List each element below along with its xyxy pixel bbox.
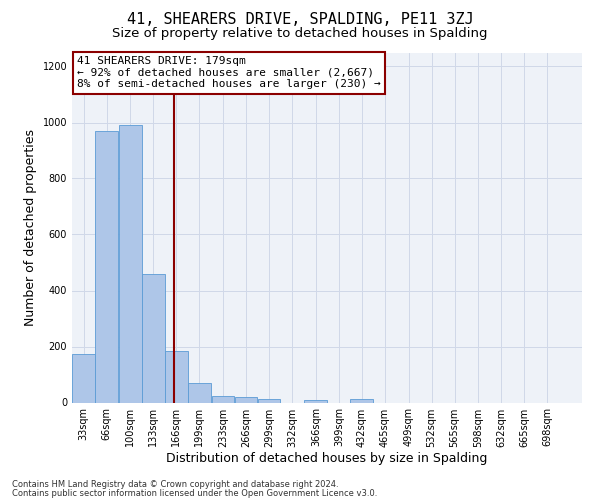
- Bar: [212, 396, 235, 402]
- Text: 41 SHEARERS DRIVE: 179sqm
← 92% of detached houses are smaller (2,667)
8% of sem: 41 SHEARERS DRIVE: 179sqm ← 92% of detac…: [77, 56, 381, 89]
- Bar: [142, 274, 164, 402]
- Bar: [72, 354, 95, 403]
- Bar: [188, 383, 211, 402]
- Bar: [235, 398, 257, 402]
- Bar: [350, 399, 373, 402]
- Bar: [165, 350, 188, 403]
- Text: Contains public sector information licensed under the Open Government Licence v3: Contains public sector information licen…: [12, 490, 377, 498]
- Text: 41, SHEARERS DRIVE, SPALDING, PE11 3ZJ: 41, SHEARERS DRIVE, SPALDING, PE11 3ZJ: [127, 12, 473, 28]
- Bar: [95, 131, 118, 402]
- Text: Contains HM Land Registry data © Crown copyright and database right 2024.: Contains HM Land Registry data © Crown c…: [12, 480, 338, 489]
- Bar: [304, 400, 327, 402]
- Y-axis label: Number of detached properties: Number of detached properties: [24, 129, 37, 326]
- X-axis label: Distribution of detached houses by size in Spalding: Distribution of detached houses by size …: [166, 452, 488, 466]
- Bar: [257, 399, 280, 402]
- Bar: [119, 126, 142, 402]
- Text: Size of property relative to detached houses in Spalding: Size of property relative to detached ho…: [112, 28, 488, 40]
